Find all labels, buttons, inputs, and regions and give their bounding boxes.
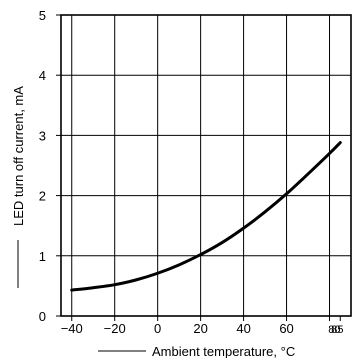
x-tick-label: −20	[104, 321, 126, 336]
x-tick-label: 40	[236, 321, 250, 336]
plot-area-frame	[60, 14, 352, 317]
y-tick-label: 1	[39, 249, 46, 264]
ticks	[56, 14, 341, 321]
y-tick-label: 4	[39, 68, 46, 83]
grid	[61, 15, 351, 316]
y-axis-title: LED turn off current, mA	[11, 86, 26, 226]
x-tick-label: 60	[279, 321, 293, 336]
x-tick-label: 85	[331, 324, 343, 336]
y-tick-label: 0	[39, 309, 46, 324]
series	[70, 141, 342, 292]
y-tick-label: 5	[39, 8, 46, 23]
x-axis-title: Ambient temperature, °C	[152, 344, 295, 358]
y-tick-label: 3	[39, 128, 46, 143]
x-tick-label: 0	[154, 321, 161, 336]
series-line	[70, 141, 342, 292]
x-tick-label: −40	[61, 321, 83, 336]
y-tick-label: 2	[39, 189, 46, 204]
x-tick-label: 20	[193, 321, 207, 336]
x-tick-label: 80	[328, 324, 340, 336]
y-tick-labels: 0 1 2 3 4 5	[39, 8, 46, 324]
